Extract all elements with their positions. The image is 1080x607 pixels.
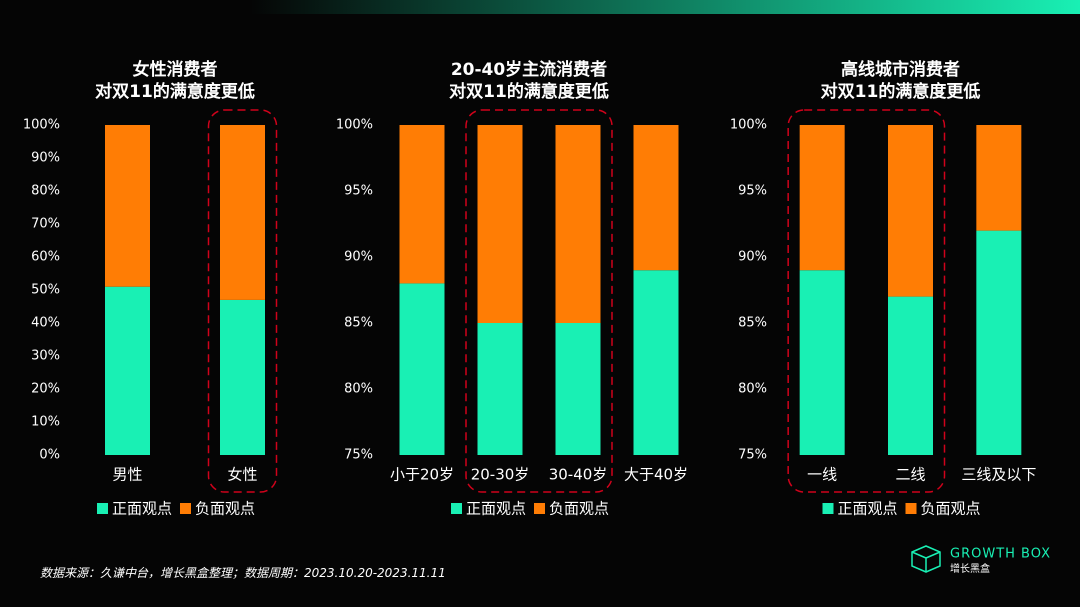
legend-swatch [905, 503, 917, 514]
y-tick-label: 90% [31, 151, 60, 166]
x-tick-label: 大于40岁 [624, 466, 688, 484]
chart-title: 20-40岁主流消费者 [451, 59, 607, 80]
y-tick-label: 10% [31, 415, 60, 430]
highlight-box [787, 109, 946, 493]
legend-swatch [451, 503, 462, 514]
bar-segment [799, 125, 845, 271]
y-tick-label: 95% [344, 184, 373, 199]
y-tick-label: 100% [730, 118, 767, 133]
y-tick-label: 30% [31, 349, 60, 364]
legend-swatch [822, 503, 834, 514]
highlight-box [207, 109, 278, 493]
y-tick-label: 95% [738, 184, 767, 199]
x-tick-label: 二线 [895, 466, 925, 484]
bar-segment [477, 125, 523, 323]
logo-sub: 增长黑盒 [950, 562, 990, 575]
x-tick-label: 男性 [112, 466, 142, 484]
y-tick-label: 80% [738, 382, 767, 397]
chart-title: 对双11的满意度更低 [821, 81, 981, 102]
y-tick-label: 100% [336, 118, 373, 133]
x-tick-label: 20-30岁 [471, 466, 530, 484]
y-tick-label: 90% [738, 250, 767, 265]
legend-label: 负面观点 [195, 500, 255, 518]
legend-label: 正面观点 [838, 500, 898, 518]
bar-segment [220, 125, 265, 300]
y-tick-label: 80% [31, 184, 60, 199]
x-tick-label: 三线及以下 [961, 466, 1036, 484]
x-tick-label: 30-40岁 [549, 466, 608, 484]
bar-segment [105, 125, 150, 287]
bar-segment [555, 323, 601, 455]
legend-label: 正面观点 [466, 500, 526, 518]
bar-segment [633, 270, 679, 455]
legend-swatch [97, 503, 108, 514]
bar-segment [399, 125, 445, 284]
legend-swatch [180, 503, 191, 514]
bar-segment [799, 270, 845, 455]
y-tick-label: 90% [344, 250, 373, 265]
legend-label: 负面观点 [549, 500, 609, 518]
logo: GROWTH BOX 增长黑盒 [911, 545, 1051, 575]
y-tick-label: 20% [31, 382, 60, 397]
chart-title: 对双11的满意度更低 [95, 81, 255, 102]
bar-segment [399, 283, 445, 455]
bar-segment [888, 296, 933, 455]
bar-segment [555, 125, 601, 323]
y-tick-label: 0% [39, 448, 60, 463]
bar-segment [976, 125, 1022, 231]
source-note: 数据来源：久谦中台，增长黑盒整理；数据周期：2023.10.20-2023.11… [40, 566, 446, 580]
y-tick-label: 40% [31, 316, 60, 331]
chart-title: 对双11的满意度更低 [449, 81, 609, 102]
y-tick-label: 60% [31, 250, 60, 265]
y-tick-label: 75% [738, 448, 767, 463]
chart-title: 女性消费者 [133, 59, 218, 80]
y-tick-label: 75% [344, 448, 373, 463]
legend-label: 负面观点 [921, 500, 981, 518]
legend-label: 正面观点 [112, 500, 172, 518]
highlight-box [465, 109, 613, 493]
bar-segment [976, 230, 1022, 455]
bar-segment [633, 125, 679, 271]
x-tick-label: 女性 [227, 466, 257, 484]
y-tick-label: 85% [738, 316, 767, 331]
y-tick-label: 85% [344, 316, 373, 331]
legend-swatch [534, 503, 545, 514]
x-tick-label: 一线 [807, 466, 837, 484]
y-tick-label: 100% [23, 118, 60, 133]
y-tick-label: 50% [31, 283, 60, 298]
logo-name: GROWTH BOX [950, 547, 1051, 562]
chart-title: 高线城市消费者 [841, 59, 960, 80]
x-tick-label: 小于20岁 [390, 466, 454, 484]
top-bar [250, 0, 1080, 14]
y-tick-label: 80% [344, 382, 373, 397]
bar-segment [477, 323, 523, 455]
y-tick-label: 70% [31, 217, 60, 232]
logo-icon [911, 545, 941, 573]
bar-segment [220, 299, 265, 455]
bar-segment [105, 286, 150, 455]
bar-segment [888, 125, 933, 297]
